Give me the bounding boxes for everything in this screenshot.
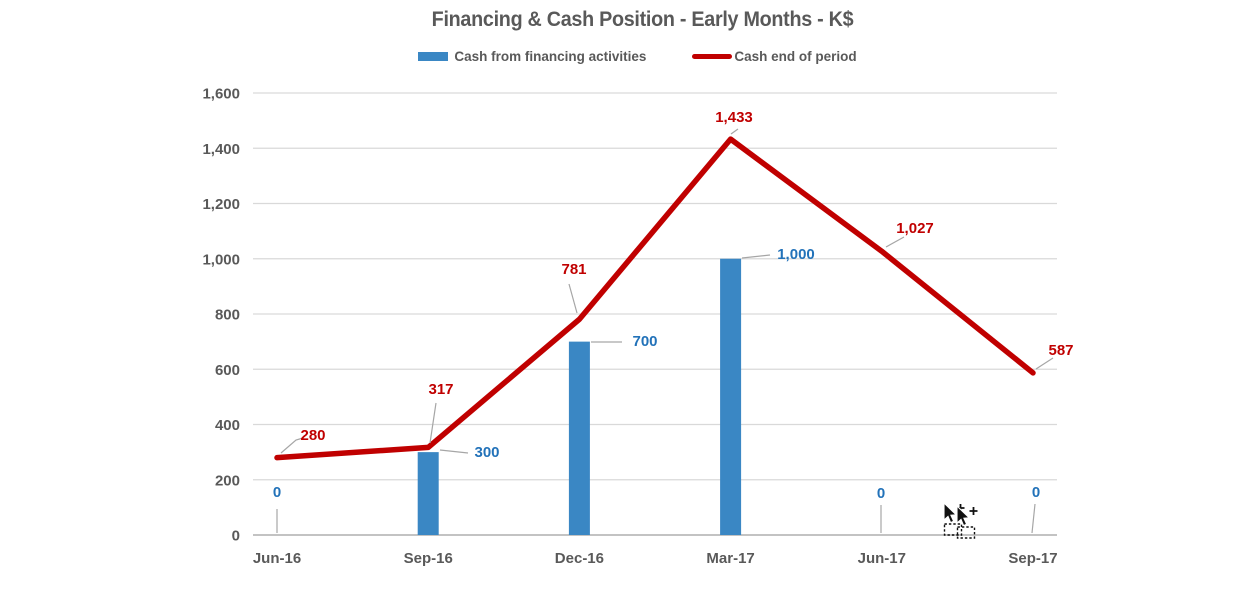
pointer-arrow-icon: [956, 504, 971, 527]
line-data-label-mar-17: 1,433: [715, 109, 753, 126]
x-axis-label-jun-16: Jun-16: [253, 550, 301, 567]
y-tick-label: 800: [215, 307, 240, 324]
bar-data-label-sep-17: 0: [1032, 484, 1040, 501]
leader-line: [568, 283, 578, 314]
legend-label-financing: Cash from financing activities: [454, 49, 647, 64]
y-tick-label: 1,600: [202, 86, 240, 103]
leader-line: [1031, 503, 1036, 534]
legend-line-swatch-icon: [692, 54, 733, 59]
plus-icon: [969, 507, 978, 515]
leader-line: [280, 437, 304, 454]
leader-line: [429, 402, 437, 444]
bar-data-label-jun-17: 0: [877, 485, 885, 502]
bar-data-label-mar-17: 1,000: [777, 246, 815, 263]
leader-line: [885, 236, 905, 248]
legend-bar-swatch-icon: [418, 52, 449, 61]
y-tick-label: 200: [215, 472, 240, 489]
x-axis-label-mar-17: Mar-17: [706, 550, 754, 567]
line-series-cash-end-of-period[interactable]: [274, 136, 1036, 461]
line-data-label-sep-17: 587: [1048, 342, 1073, 359]
bar-mar-17[interactable]: [720, 258, 742, 535]
legend-item-cash-end[interactable]: Cash end of period: [692, 49, 857, 64]
y-tick-label: 400: [215, 417, 240, 434]
line-data-label-jun-16: 280: [300, 427, 325, 444]
drag-selection-box-icon: [956, 526, 976, 539]
legend: Cash from financing activities Cash end …: [25, 49, 1250, 64]
leader-line: [439, 449, 469, 454]
y-tick-label: 1,000: [202, 251, 240, 268]
bar-data-label-dec-16: 700: [632, 333, 657, 350]
x-axis-label-sep-17: Sep-17: [1008, 550, 1057, 567]
legend-label-cash-end: Cash end of period: [734, 49, 857, 64]
leader-line: [730, 128, 739, 135]
drag-copy-cursor-icon: [943, 501, 978, 539]
leader-line: [741, 254, 771, 259]
legend-item-financing[interactable]: Cash from financing activities: [418, 49, 646, 64]
drag-selection-box-icon: [943, 523, 963, 536]
line-data-label-dec-16: 781: [561, 261, 586, 278]
y-tick-label: 0: [232, 528, 240, 545]
y-tick-label: 1,400: [202, 141, 240, 158]
cursor-arrow: [956, 504, 978, 539]
pointer-arrow-icon: [943, 501, 958, 524]
x-axis-label-jun-17: Jun-17: [858, 550, 906, 567]
bar-sep-16[interactable]: [417, 452, 439, 535]
x-axis-label-sep-16: Sep-16: [404, 550, 453, 567]
bar-data-label-jun-16: 0: [273, 484, 281, 501]
y-tick-label: 600: [215, 362, 240, 379]
x-axis-label-dec-16: Dec-16: [555, 550, 604, 567]
bar-data-label-sep-16: 300: [474, 444, 499, 461]
line-data-label-sep-16: 317: [428, 381, 453, 398]
y-tick-label: 1,200: [202, 196, 240, 213]
chart-title: Financing & Cash Position - Early Months…: [431, 8, 854, 31]
bar-dec-16[interactable]: [568, 341, 590, 535]
line-data-label-jun-17: 1,027: [896, 220, 934, 237]
leader-line: [1035, 357, 1054, 370]
